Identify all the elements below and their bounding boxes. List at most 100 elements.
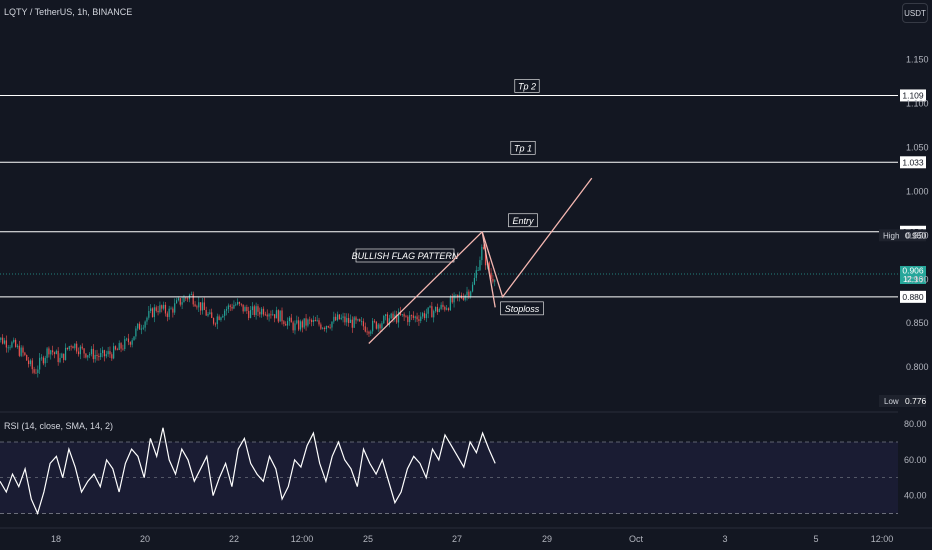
candle-body — [333, 316, 335, 322]
time-axis[interactable]: 18 20 22 12:00 25 27 29 Oct 3 5 12:00 — [51, 534, 893, 544]
candle-body — [447, 308, 450, 311]
level-tag: 1.033 — [902, 157, 924, 167]
candle-body — [285, 323, 287, 326]
candle-body — [331, 321, 333, 328]
price-axis[interactable]: 0.800 0.850 0.900 0.950 1.000 1.050 1.100 1.150 — [906, 54, 929, 372]
candle-body — [5, 340, 7, 348]
candle-body — [375, 321, 377, 329]
candle-body — [275, 310, 278, 319]
candle-body — [140, 328, 143, 330]
candle-body — [111, 354, 113, 359]
candle-body — [484, 249, 487, 266]
candle-body — [399, 311, 402, 316]
low-label: Low — [884, 397, 899, 406]
candles — [0, 244, 496, 378]
candle-body — [466, 291, 468, 296]
annotation-entry: Entry — [512, 216, 534, 226]
candle-body — [37, 369, 39, 373]
candle-body — [190, 294, 192, 295]
candle-body — [57, 350, 59, 363]
level-tag: 1.109 — [902, 90, 924, 100]
candle-body — [316, 320, 318, 322]
candle-body — [103, 350, 106, 357]
candle-body — [179, 298, 181, 305]
price-pane[interactable]: 1.1091.0330.9540.8800.90612:16High0.950L… — [0, 79, 927, 407]
candle-body — [18, 345, 20, 356]
price-tick-label: 1.050 — [906, 142, 929, 152]
candle-body — [314, 320, 316, 322]
candle-body — [68, 346, 70, 350]
candle-body — [127, 338, 130, 343]
candle-body — [446, 308, 448, 310]
time-tick-label: 3 — [722, 534, 727, 544]
current-price-tag: 0.906 — [902, 265, 924, 275]
candle-body — [63, 353, 65, 360]
candle-body — [200, 302, 202, 311]
time-tick-label: 5 — [813, 534, 818, 544]
time-tick-label: 12:00 — [871, 534, 894, 544]
candle-body — [481, 246, 483, 261]
candle-body — [159, 305, 161, 313]
candle-body — [344, 316, 346, 323]
annotation-box — [355, 248, 455, 263]
candle-body — [312, 320, 315, 323]
currency-button[interactable]: USDT — [902, 3, 928, 23]
annotation-box — [514, 79, 540, 93]
candle-body — [281, 310, 283, 322]
candle-body — [368, 331, 370, 334]
rsi-pane[interactable]: RSI (14, close, SMA, 14, 2) — [0, 421, 898, 516]
candle-body — [20, 347, 22, 356]
candle-body — [120, 343, 122, 349]
candle-body — [346, 318, 348, 323]
candle-body — [242, 304, 244, 312]
candle-body — [277, 310, 279, 322]
candle-body — [64, 347, 67, 360]
candle-body — [194, 304, 196, 307]
candle-body — [403, 314, 405, 317]
candle-body — [216, 316, 218, 325]
candle-body — [185, 297, 187, 299]
candle-body — [444, 306, 446, 310]
candle-body — [109, 351, 111, 355]
candle-body — [325, 326, 328, 329]
candle-body — [207, 313, 209, 316]
annotation-tp-1: Tp 1 — [514, 143, 532, 153]
annotation-box — [510, 140, 536, 155]
candle-body — [220, 317, 222, 320]
candle-body — [9, 347, 11, 349]
candle-body — [407, 316, 409, 323]
candle-body — [100, 352, 102, 358]
candle-body — [290, 317, 292, 323]
candle-body — [429, 306, 431, 308]
candle-body — [259, 311, 261, 315]
candle-body — [270, 314, 272, 316]
price-tick-label: 1.150 — [906, 54, 929, 64]
candle-body — [144, 321, 146, 328]
candle-body — [416, 316, 418, 320]
candle-body — [494, 280, 496, 282]
pattern-drawings: BULLISH FLAG PATTERN Tp 2 Tp 1 Entry Stoplos… — [352, 79, 593, 344]
candle-body — [105, 354, 107, 357]
candle-body — [166, 313, 168, 317]
candle-body — [283, 321, 285, 324]
candle-body — [414, 316, 416, 318]
candle-body — [192, 294, 194, 305]
candle-body — [492, 278, 494, 282]
candle-body — [52, 350, 54, 353]
rsi-tick-label: 60.00 — [904, 455, 927, 465]
candle-body — [92, 348, 94, 360]
candle-body — [87, 355, 89, 358]
high-label: High — [883, 231, 899, 240]
candle-body — [81, 346, 83, 349]
candle-body — [235, 304, 237, 306]
candle-body — [264, 314, 266, 316]
pullback-line — [481, 231, 496, 308]
rsi-tick-label: 40.00 — [904, 491, 927, 501]
candle-body — [225, 309, 228, 311]
candle-body — [364, 326, 366, 332]
candle-body — [379, 324, 381, 329]
rsi-axis[interactable]: 40.00 60.00 80.00 — [904, 419, 927, 500]
candle-body — [470, 291, 472, 297]
candle-body — [59, 357, 61, 363]
